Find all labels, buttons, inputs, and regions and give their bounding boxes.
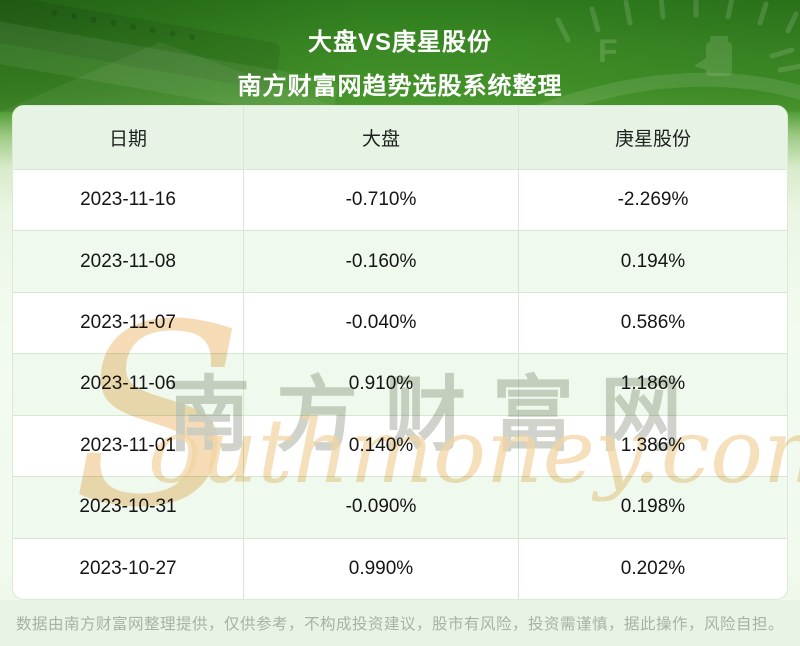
market-change-cell: 0.990% xyxy=(244,538,519,599)
stock-change-cell: 0.194% xyxy=(620,250,686,272)
comparison-table: 日期 大盘 庚星股份 2023-11-16 -0.710% -2.269% 20… xyxy=(12,105,788,600)
date-cell: 2023-11-01 xyxy=(13,415,244,477)
date-cell: 2023-11-16 xyxy=(13,170,244,231)
table-row: 2023-11-08 -0.160% 0.194% xyxy=(13,230,787,292)
table-row: 2023-10-31 -0.090% 0.198% xyxy=(13,476,787,538)
header-titles: 大盘VS庚星股份 南方财富网趋势选股系统整理 xyxy=(0,0,800,101)
table-row: 2023-11-06 0.910% 1.186% xyxy=(13,353,787,415)
column-header-market: 大盘 xyxy=(244,106,519,169)
header-banner: F 大盘VS庚星股份 南方财富网趋势选股系统整理 xyxy=(0,0,800,112)
stock-change-cell: 1.186% xyxy=(620,373,686,395)
date-cell: 2023-10-31 xyxy=(13,477,244,538)
table-row: 2023-11-01 0.140% 1.386% xyxy=(13,414,787,477)
table-row: 2023-11-07 -0.040% 0.586% xyxy=(13,291,787,354)
stock-change-cell: 0.202% xyxy=(620,557,686,579)
date-cell: 2023-11-06 xyxy=(13,354,244,415)
date-cell: 2023-11-07 xyxy=(13,292,244,354)
table-row: 2023-11-16 -0.710% -2.269% xyxy=(13,169,787,231)
footer-bar: 数据由南方财富网整理提供，仅供参考，不构成投资建议，股市有风险，投资需谨慎，据此… xyxy=(0,600,800,646)
market-change-cell: 0.910% xyxy=(244,354,519,415)
stock-change-cell: -2.269% xyxy=(617,189,689,211)
date-cell: 2023-10-27 xyxy=(13,538,244,599)
date-cell: 2023-11-08 xyxy=(13,231,244,292)
market-change-cell: -0.160% xyxy=(244,231,519,292)
fuel-pump-icon xyxy=(694,36,732,76)
market-change-cell: 0.140% xyxy=(244,415,519,477)
column-header-date: 日期 xyxy=(13,106,244,169)
table-row: 2023-10-27 0.990% 0.202% xyxy=(13,537,787,599)
stock-change-cell: 0.586% xyxy=(620,312,686,334)
market-change-cell: -0.710% xyxy=(244,170,519,231)
table-header-row: 日期 大盘 庚星股份 xyxy=(13,106,787,169)
fuel-gauge-art: F xyxy=(535,0,800,112)
machinery-art xyxy=(0,0,350,112)
stock-change-cell: 0.198% xyxy=(620,496,686,518)
page-subtitle: 南方财富网趋势选股系统整理 xyxy=(237,73,563,100)
column-header-stock: 庚星股份 xyxy=(614,129,691,150)
stock-change-cell: 1.386% xyxy=(620,434,686,456)
market-change-cell: -0.040% xyxy=(244,292,519,354)
svg-text:F: F xyxy=(598,33,618,69)
disclaimer-text: 数据由南方财富网整理提供，仅供参考，不构成投资建议，股市有风险，投资需谨慎，据此… xyxy=(15,616,784,633)
market-change-cell: -0.090% xyxy=(244,477,519,538)
header-background-art: F xyxy=(0,0,800,112)
page-title: 大盘VS庚星股份 xyxy=(307,29,492,56)
